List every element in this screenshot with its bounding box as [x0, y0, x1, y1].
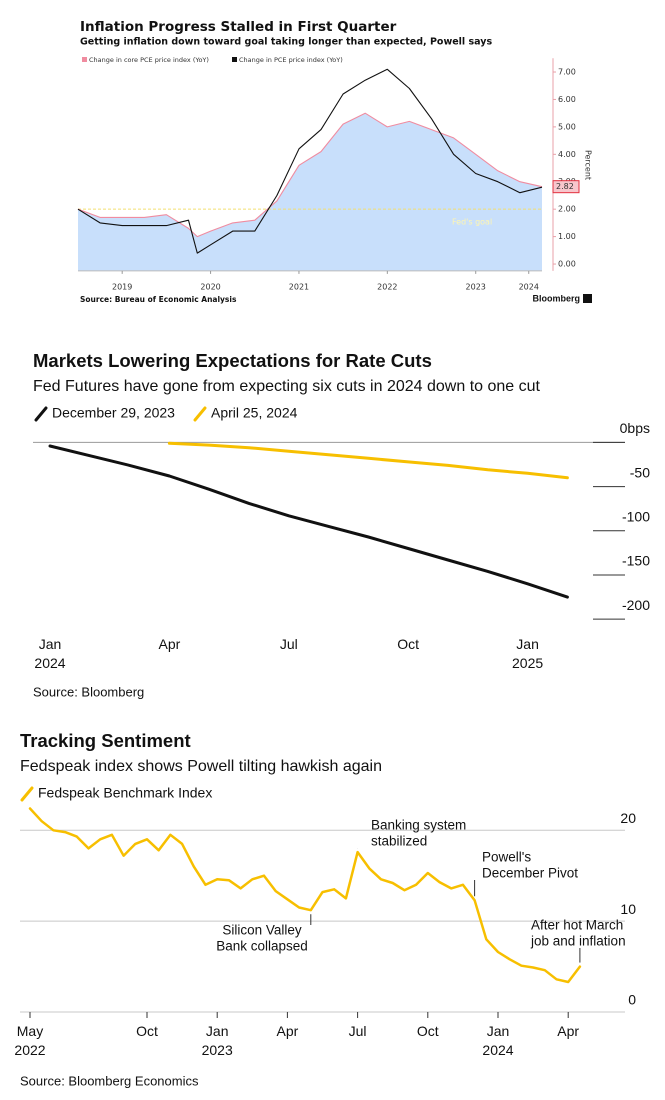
legend-label: December 29, 2023	[52, 405, 175, 421]
x-tick-label: 2019	[112, 283, 132, 292]
y-tick-label: -50	[630, 464, 650, 480]
legend-label: Fedspeak Benchmark Index	[38, 785, 212, 801]
x-tick-label: 2024	[519, 283, 539, 292]
series-line	[48, 444, 569, 599]
x-tick-label: Jul	[280, 636, 298, 652]
chart-title: Markets Lowering Expectations for Rate C…	[33, 350, 432, 371]
chart-title: Tracking Sentiment	[20, 730, 191, 751]
series-line	[77, 68, 543, 254]
x-tick-label: Apr	[277, 1023, 299, 1039]
x-tick-label: Jan 2025	[512, 636, 543, 671]
source: Source: Bloomberg	[33, 684, 144, 699]
source: Source: Bureau of Economic Analysis	[80, 295, 237, 304]
legend-label: April 25, 2024	[211, 405, 298, 421]
brand-icon	[583, 294, 592, 303]
annotation: job and inflation	[530, 934, 626, 949]
x-tick-label: Jan 2024	[482, 1023, 513, 1058]
brand: Bloomberg	[532, 293, 580, 303]
x-tick-label: Oct	[417, 1023, 439, 1039]
value-label-box	[552, 180, 580, 194]
chart-subtitle: Getting inflation down toward goal takin…	[80, 37, 492, 48]
legend-icon	[193, 406, 207, 422]
y-tick-label: -200	[622, 597, 650, 613]
annotation: December Pivot	[482, 866, 578, 881]
annotation: Bank collapsed	[216, 939, 308, 954]
y-tick-label: 0bps	[620, 420, 650, 436]
y-tick-label: 4.00	[558, 150, 576, 159]
y-axis-label: Percent	[584, 150, 593, 180]
legend-label: Change in core PCE price index (YoY)	[89, 56, 209, 64]
y-tick-label: 20	[620, 810, 636, 826]
chart-subtitle: Fedspeak index shows Powell tilting hawk…	[20, 758, 382, 775]
y-tick-label: 10	[620, 901, 636, 917]
x-tick-label: 2020	[200, 283, 220, 292]
x-tick-label: Apr	[557, 1023, 579, 1039]
legend-swatch	[232, 57, 237, 62]
series-line	[28, 807, 582, 984]
source: Source: Bloomberg Economics	[20, 1073, 199, 1088]
value-label: 2.82	[556, 182, 574, 191]
y-tick-label: 0.00	[558, 260, 576, 269]
legend-icon	[20, 786, 34, 802]
x-tick-label: Oct	[397, 636, 419, 652]
annotation: stabilized	[371, 834, 427, 849]
chart-title: Inflation Progress Stalled in First Quar…	[80, 19, 397, 35]
x-tick-label: Jul	[349, 1023, 367, 1039]
x-tick-label: 2022	[377, 283, 397, 292]
y-tick-label: 5.00	[558, 122, 576, 131]
legend-swatch	[82, 57, 87, 62]
annotation: Banking system	[371, 818, 466, 833]
goal-label: Fed's goal	[452, 218, 492, 227]
x-tick-label: Oct	[136, 1023, 158, 1039]
annotation: Silicon Valley	[222, 923, 302, 938]
y-tick-label: -100	[622, 508, 650, 524]
y-tick-label: 2.00	[558, 205, 576, 214]
annotation: Powell's	[482, 850, 531, 865]
y-tick-label: 7.00	[558, 68, 576, 77]
legend-label: Change in PCE price index (YoY)	[239, 56, 343, 64]
annotation: After hot March	[531, 918, 623, 933]
y-tick-label: 1.00	[558, 232, 576, 241]
x-tick-label: Jan 2024	[34, 636, 65, 671]
x-tick-label: May 2022	[14, 1023, 45, 1058]
x-tick-label: 2021	[289, 283, 309, 292]
series-line	[77, 112, 543, 238]
area	[78, 113, 542, 271]
y-tick-label: 6.00	[558, 95, 576, 104]
x-tick-label: Jan 2023	[202, 1023, 233, 1058]
y-tick-label: 0	[628, 992, 636, 1008]
series-line	[167, 441, 569, 480]
legend-icon	[34, 406, 48, 422]
chart-subtitle: Fed Futures have gone from expecting six…	[33, 378, 541, 395]
x-tick-label: 2023	[466, 283, 486, 292]
y-tick-label: -150	[622, 553, 650, 569]
x-tick-label: Apr	[159, 636, 181, 652]
